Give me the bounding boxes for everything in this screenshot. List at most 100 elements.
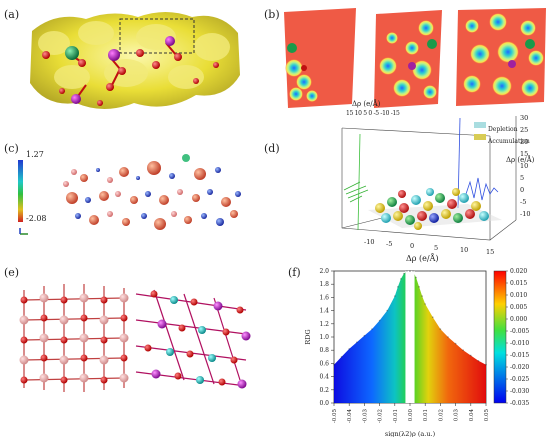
- colorbar-tick-label: 0.010: [510, 292, 527, 299]
- data-point: [415, 276, 417, 279]
- rdg-scatter-chart: -0.05 -0.04 -0.03 -0.02 -0.01 0.00 0.01 0.02 0.0…: [304, 268, 529, 438]
- x-tick-label: -0.05: [332, 409, 338, 424]
- panel-a-image: [16, 3, 244, 120]
- panel-b-label: (b): [264, 8, 280, 21]
- y-tick-label: 0.6: [319, 360, 329, 367]
- panel-e-structure: [14, 270, 262, 400]
- panel-d-image: 30 25 20 15 10 5 0 -5 -10 -10 -5 0 5 10 15: [341, 114, 530, 256]
- panel-d-3d-plot: 30 25 20 15 10 5 0 -5 -10 -10 -5 0 5 10 15 Δρ (e/Å…: [290, 98, 548, 266]
- colorbar-tick-label: 0.000: [510, 316, 527, 323]
- x-axis-label: sign(λ2)ρ (a.u.): [385, 430, 436, 437]
- panel-c-label: (c): [4, 142, 19, 155]
- colorbar-tick-label: -0.010: [510, 340, 529, 347]
- data-point: [470, 354, 472, 357]
- colorbar-tick-label: 0.005: [510, 304, 527, 311]
- data-point: [356, 341, 358, 344]
- data-point: [454, 342, 457, 345]
- svg-text:25: 25: [520, 126, 528, 134]
- panel-b-slices: [262, 4, 550, 112]
- x-tick-label: 0.04: [469, 409, 475, 422]
- panel-f-rdg-plot: -0.05 -0.04 -0.03 -0.02 -0.01 0.00 0.01 0.02 0.0…: [300, 265, 550, 438]
- colorbar-tick-label: -0.015: [510, 352, 529, 359]
- colorbar-tick-label: -0.030: [510, 388, 529, 395]
- colorbar-tick-label: -0.005: [510, 328, 529, 335]
- data-point: [418, 286, 420, 288]
- panel-d-legend-depletion: Depletion: [488, 126, 518, 133]
- panel-f-label: (f): [288, 266, 301, 279]
- data-point: [363, 334, 366, 337]
- y-tick-label: 2.0: [319, 268, 329, 275]
- x-tick-label: -0.04: [347, 409, 353, 424]
- panel-d-top-axis-label: Δρ (e/Å): [352, 100, 381, 108]
- x-tick-label: -0.02: [378, 409, 384, 423]
- panel-a-label: (a): [4, 8, 20, 21]
- y-tick-label: 1.6: [319, 294, 329, 301]
- svg-text:5: 5: [520, 174, 524, 182]
- data-point: [447, 336, 449, 338]
- data-point: [394, 295, 396, 297]
- data-point: [371, 328, 373, 330]
- x-tick-label: -0.03: [362, 409, 368, 424]
- svg-text:15: 15: [486, 248, 494, 256]
- data-point: [400, 278, 402, 280]
- y-tick-label: 0.2: [319, 387, 329, 394]
- data-point: [439, 328, 442, 330]
- colorbar: [493, 270, 507, 404]
- x-tick-label: 0.05: [484, 409, 490, 422]
- data-point: [409, 270, 411, 272]
- panel-c-charge: 1.27 -2.08: [14, 148, 254, 246]
- svg-text:-5: -5: [386, 240, 392, 248]
- svg-text:-10: -10: [520, 210, 530, 218]
- panel-d-legend-accumulation: Accumulation: [488, 138, 530, 145]
- panel-a-isosurface: [16, 3, 244, 120]
- svg-text:30: 30: [520, 114, 528, 122]
- svg-text:20: 20: [520, 138, 528, 146]
- data-point: [386, 309, 388, 312]
- panel-d-bottom-axis-label: Δρ (e/Å): [406, 254, 439, 263]
- data-point: [485, 363, 487, 366]
- data-point: [403, 272, 405, 275]
- data-point: [406, 270, 408, 272]
- svg-text:0: 0: [520, 186, 524, 194]
- y-tick-label: 0.0: [319, 400, 329, 407]
- svg-text:10: 10: [520, 162, 528, 170]
- y-tick-label: 1.4: [319, 308, 329, 315]
- y-tick-label: 1.8: [319, 281, 329, 288]
- x-tick-label: 0.00: [408, 409, 414, 422]
- y-tick-label: 1.0: [319, 334, 329, 341]
- colorbar-tick-label: 0.015: [510, 280, 527, 287]
- data-point: [333, 363, 335, 366]
- svg-text:5: 5: [434, 244, 438, 252]
- data-point: [432, 316, 434, 318]
- panel-c-scale-min: -2.08: [26, 214, 47, 223]
- panel-d-top-ticks: 15 10 5 0 -5 -10 -15: [346, 110, 400, 117]
- svg-text:0: 0: [410, 242, 414, 250]
- data-point: [421, 295, 423, 297]
- panel-d-label: (d): [264, 142, 280, 155]
- x-tick-label: -0.01: [393, 409, 399, 423]
- svg-text:-5: -5: [520, 198, 526, 206]
- data-point: [397, 286, 399, 288]
- data-point: [378, 319, 381, 322]
- colorbar-tick-label: -0.035: [510, 400, 529, 407]
- data-point: [462, 349, 464, 351]
- y-axis-label: RDG: [304, 329, 312, 344]
- center-gap: [405, 271, 415, 403]
- data-point: [348, 348, 350, 350]
- panel-c-scale-max: 1.27: [26, 150, 44, 159]
- data-point: [412, 270, 414, 272]
- y-tick-label: 0.4: [319, 374, 329, 381]
- svg-text:15: 15: [520, 150, 528, 158]
- data-point: [477, 359, 480, 362]
- y-tick-label: 1.2: [319, 321, 329, 328]
- data-point: [424, 303, 426, 305]
- x-tick-label: 0.02: [438, 409, 444, 421]
- data-point: [409, 270, 411, 272]
- x-tick-label: 0.01: [423, 409, 429, 421]
- data-point: [340, 356, 343, 358]
- svg-text:-10: -10: [364, 238, 374, 246]
- colorbar-tick-label: 0.020: [510, 268, 527, 275]
- panel-e-label: (e): [4, 266, 20, 279]
- colorbar-tick-label: -0.020: [510, 364, 529, 371]
- panel-d-right-axis-label: Δρ (e/Å): [506, 156, 535, 164]
